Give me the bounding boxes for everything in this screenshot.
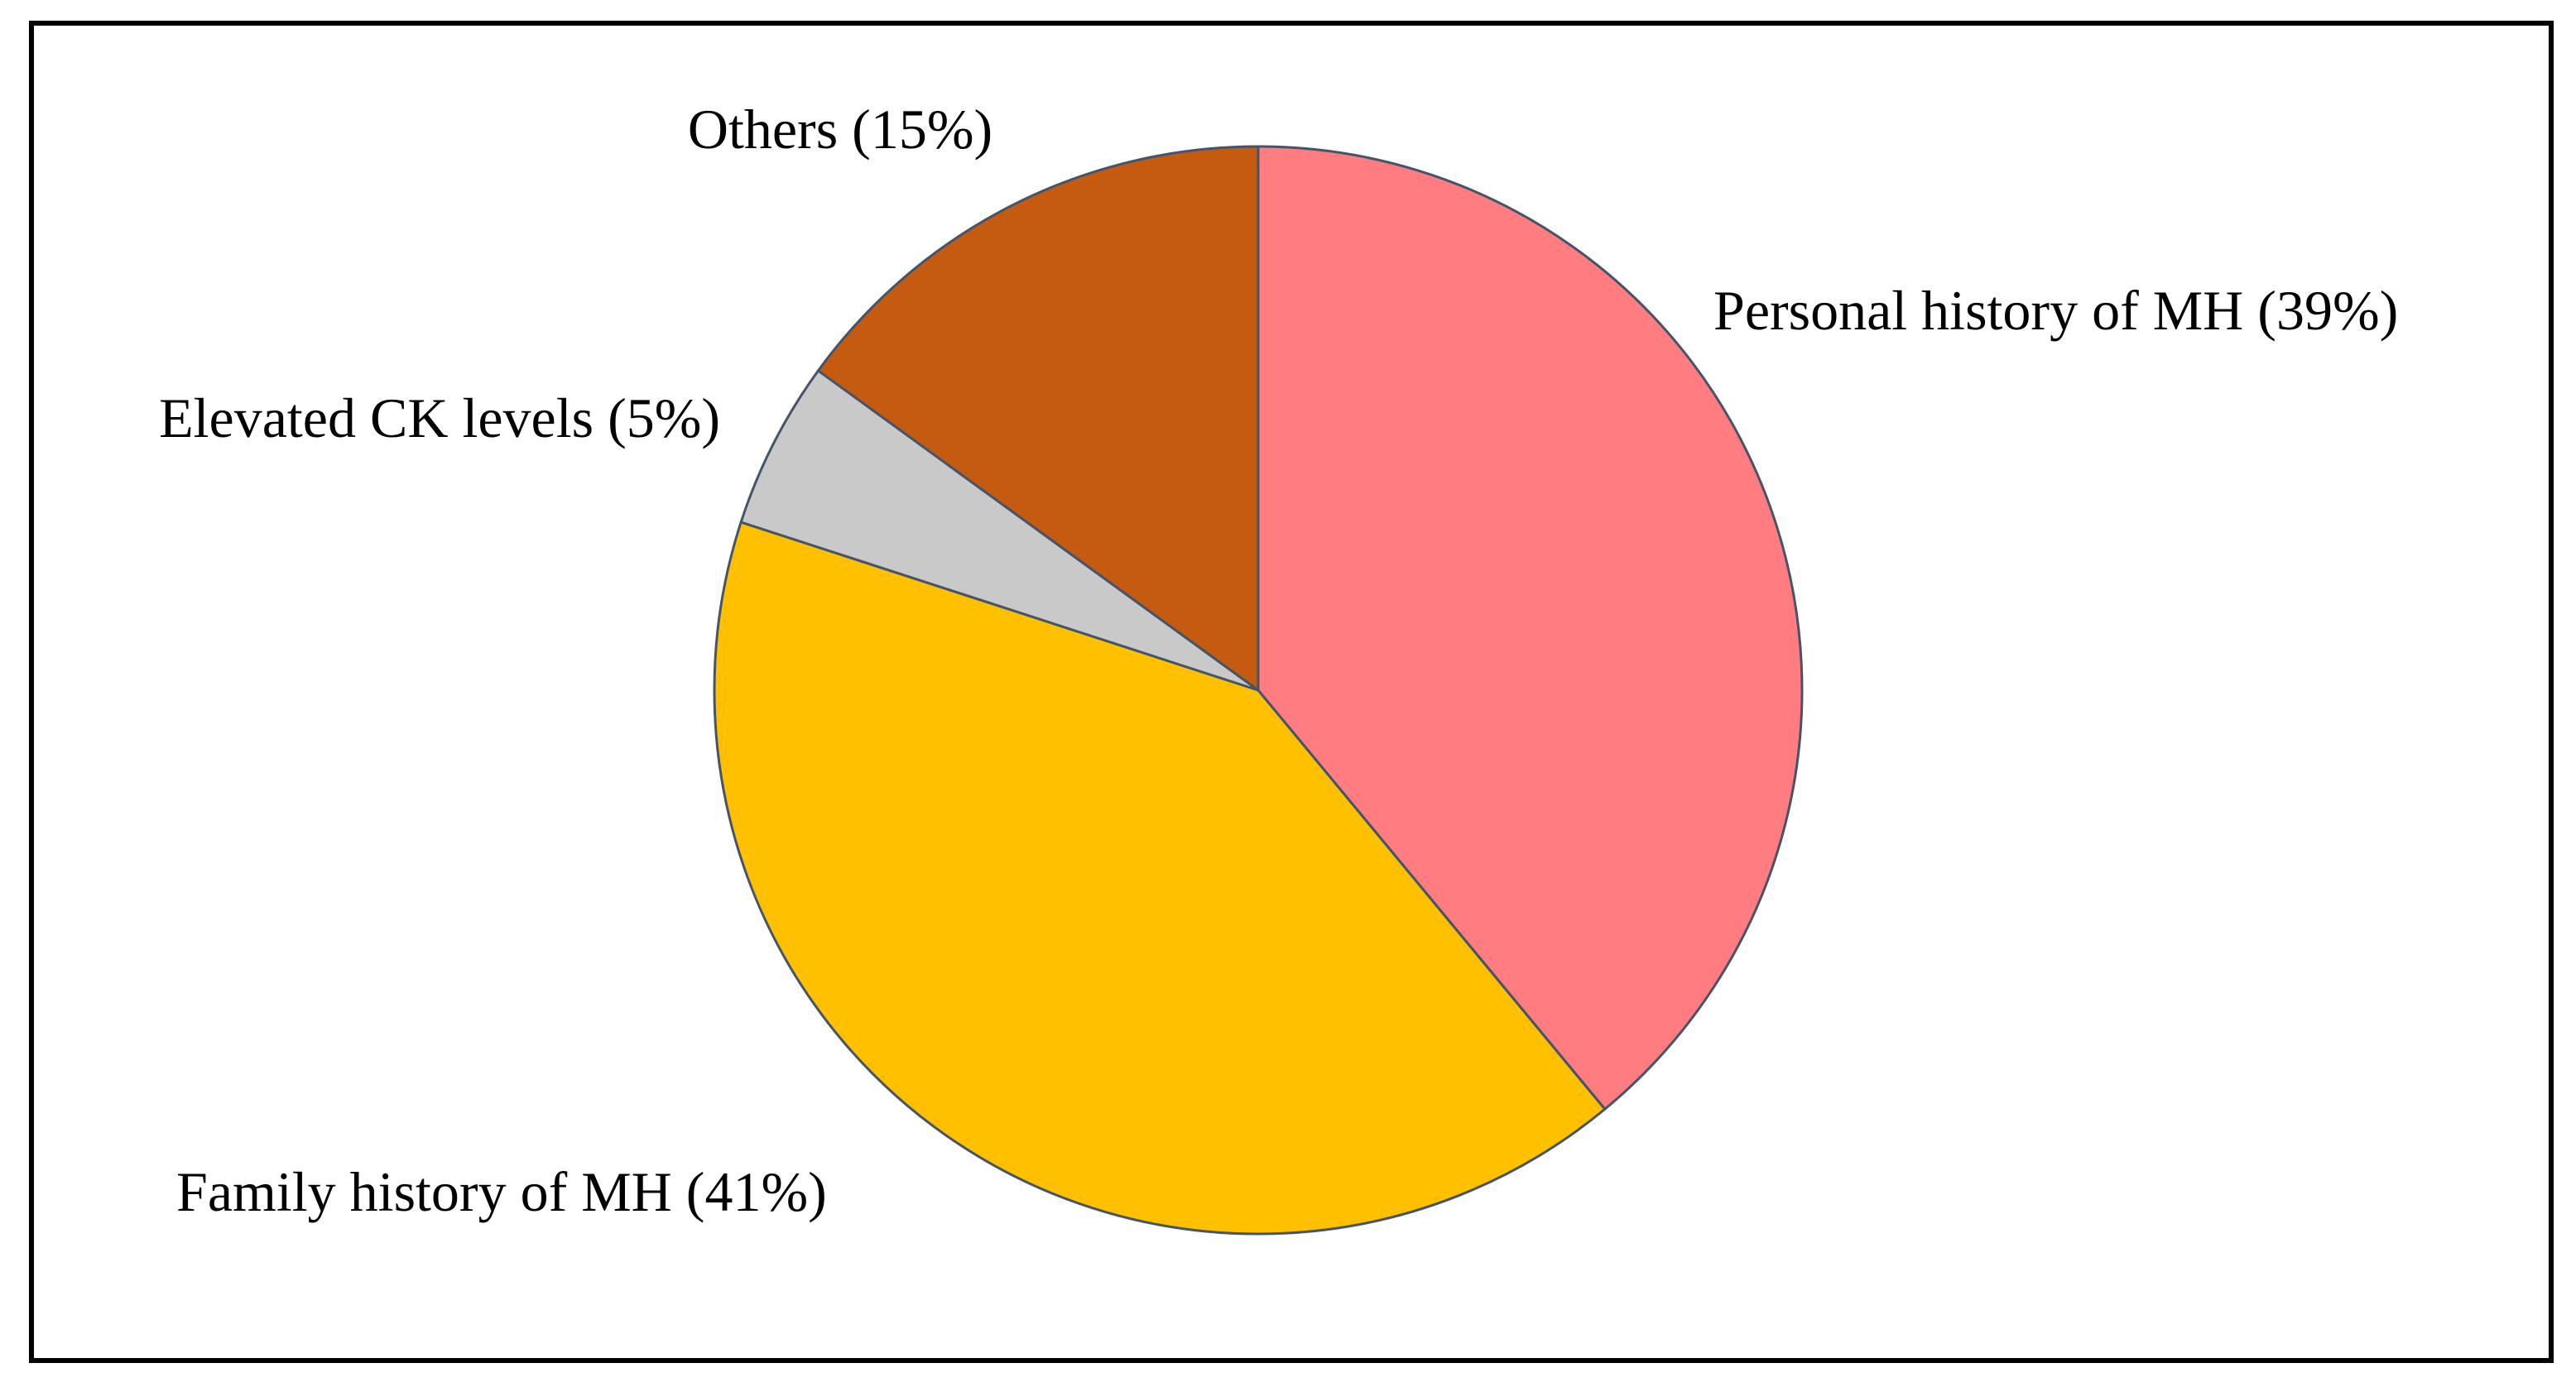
pie-slice [816,145,1260,693]
value-label: (15%) [852,98,992,161]
category-label: Others [688,98,838,161]
value-label: (39%) [2257,279,2398,342]
slice-label: Others (15%) [688,98,992,161]
value-label: (5%) [608,386,720,449]
pie-slice [739,368,1259,692]
pie-slice [713,521,1607,1236]
category-label: Elevated CK levels [159,386,594,449]
slice-label: Elevated CK levels (5%) [159,386,720,449]
category-label: Family history of MH [176,1160,672,1223]
slice-label: Family history of MH (41%) [176,1160,827,1223]
value-label: (41%) [686,1160,827,1223]
pie-slice [1257,145,1804,1111]
slice-label: Personal history of MH (39%) [1713,279,2398,342]
category-label: Personal history of MH [1713,279,2243,342]
